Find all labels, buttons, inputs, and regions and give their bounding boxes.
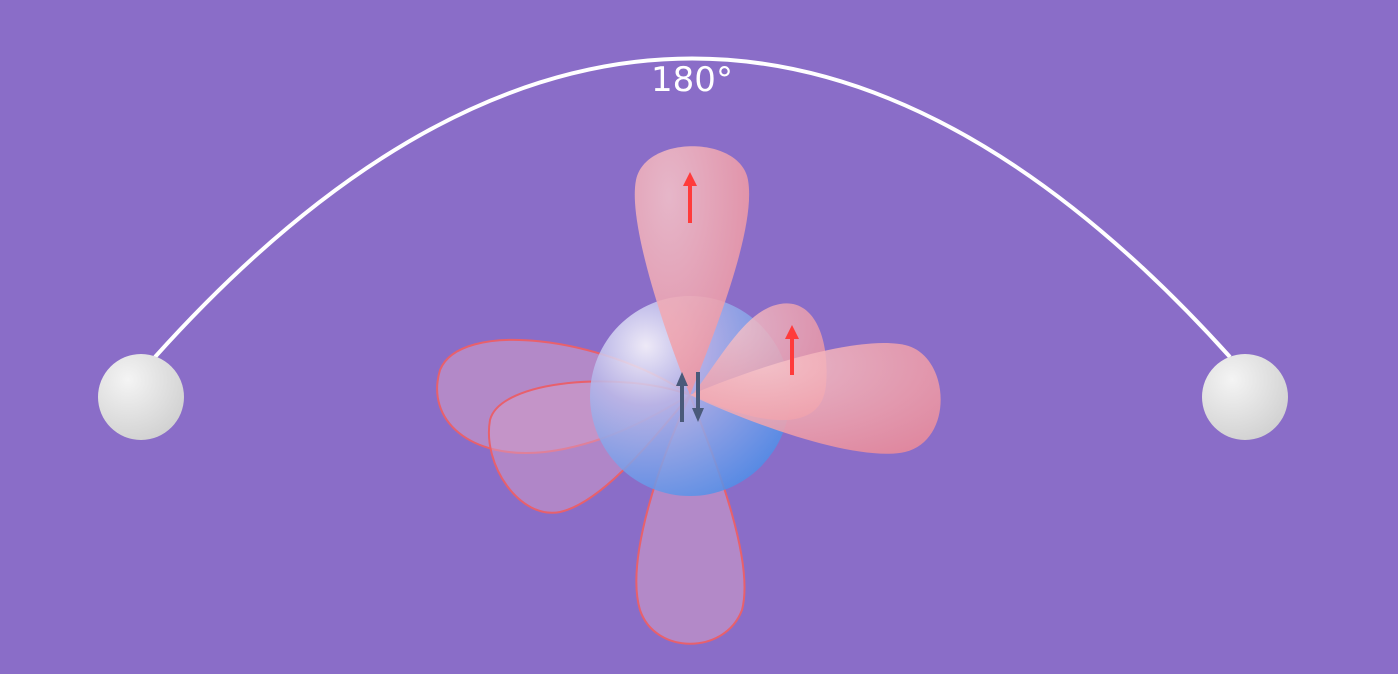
- electron-up-arrow-top: [683, 172, 697, 223]
- electron-pair-arrows: [676, 372, 704, 422]
- right-ligand-atom: [1202, 354, 1288, 440]
- electron-up-arrow-upper-right: [785, 325, 799, 375]
- lobe-bottom-empty: [635, 392, 746, 645]
- bond-angle-arc: [153, 56, 1232, 359]
- lobe-right-filled: [690, 343, 941, 454]
- angle-label: 180°: [651, 60, 733, 100]
- lobe-top-filled: [634, 146, 750, 395]
- left-ligand-atom: [98, 354, 184, 440]
